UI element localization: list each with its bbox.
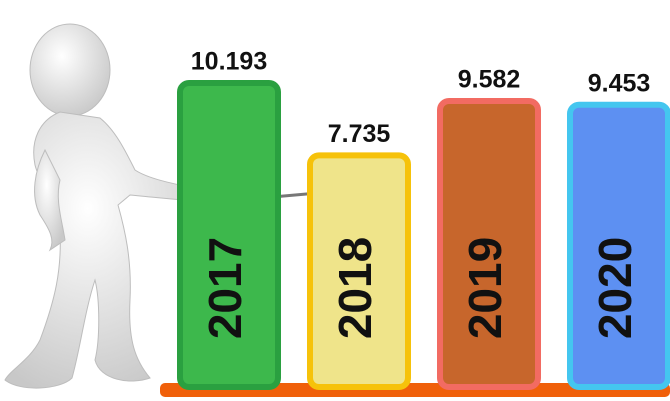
value-label: 10.193 [191,48,267,76]
value-label: 9.453 [588,69,651,97]
value-label: 9.582 [458,66,521,94]
chart: 10.193 2017 7.735 2018 9.582 2019 9.453 2020 [0,0,670,401]
category-label: 2019 [459,237,511,339]
bar [180,83,278,387]
category-label: 2020 [589,237,641,339]
page: {"chart_data": {"type": "bar", "categori… [0,0,670,401]
category-label: 2018 [329,237,381,339]
category-label: 2017 [199,237,251,339]
value-label: 7.735 [328,120,391,148]
